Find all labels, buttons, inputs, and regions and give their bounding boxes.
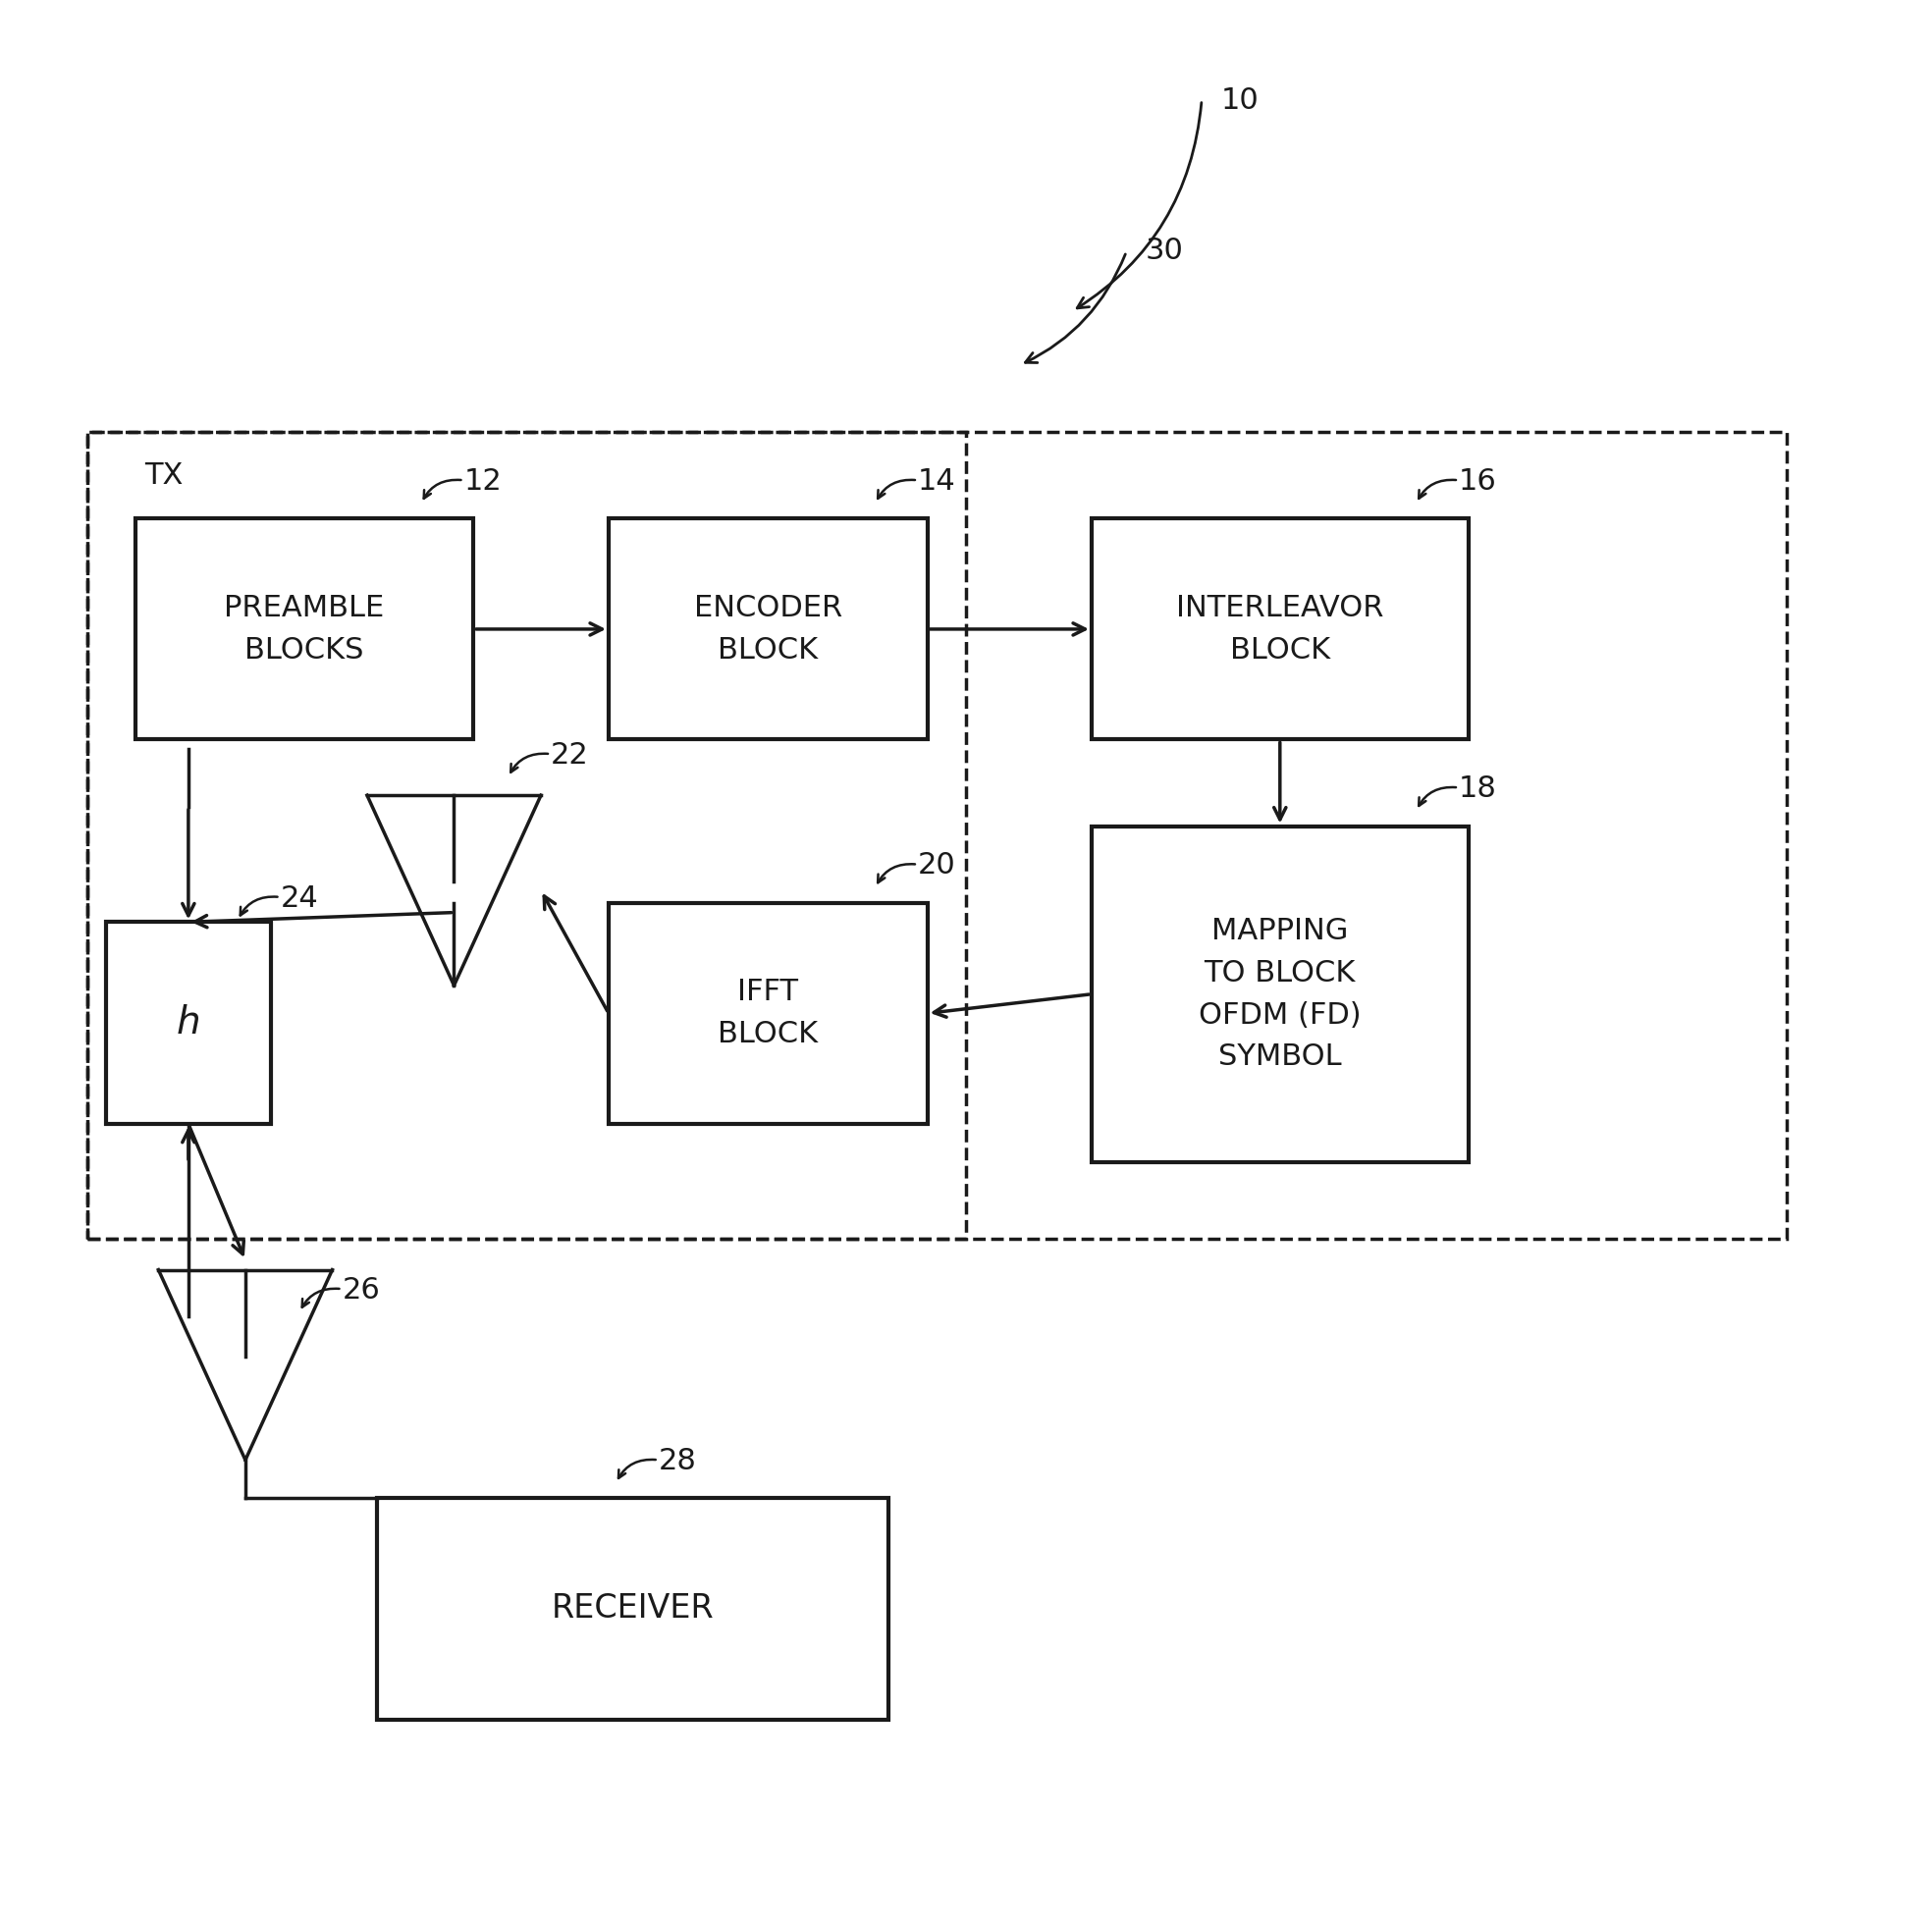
Text: 16: 16 — [1459, 467, 1497, 496]
Bar — [1092, 826, 1468, 1162]
Text: 30: 30 — [1146, 236, 1184, 265]
Text: 14: 14 — [918, 467, 956, 496]
Text: 18: 18 — [1459, 774, 1497, 803]
Bar — [377, 1498, 889, 1719]
Text: 12: 12 — [464, 467, 502, 496]
Text: INTERLEAVOR
BLOCK: INTERLEAVOR BLOCK — [1177, 594, 1383, 665]
Text: IFFT
BLOCK: IFFT BLOCK — [719, 978, 817, 1049]
Text: h: h — [176, 1005, 201, 1041]
Bar — [87, 432, 966, 1239]
Text: TX: TX — [145, 461, 184, 490]
Text: 22: 22 — [551, 742, 589, 770]
Bar — [609, 903, 927, 1124]
Bar — [106, 922, 270, 1124]
Text: ENCODER
BLOCK: ENCODER BLOCK — [694, 594, 842, 665]
Bar — [609, 519, 927, 740]
Text: 24: 24 — [280, 884, 319, 912]
Text: 26: 26 — [342, 1276, 381, 1304]
Text: 10: 10 — [1221, 86, 1260, 115]
Text: 20: 20 — [918, 851, 956, 880]
Bar — [87, 432, 1787, 1239]
Text: 28: 28 — [659, 1447, 697, 1475]
Text: RECEIVER: RECEIVER — [551, 1593, 715, 1625]
Text: MAPPING
TO BLOCK
OFDM (FD)
SYMBOL: MAPPING TO BLOCK OFDM (FD) SYMBOL — [1198, 916, 1362, 1072]
Text: PREAMBLE
BLOCKS: PREAMBLE BLOCKS — [224, 594, 384, 665]
Bar — [1092, 519, 1468, 740]
Bar — [135, 519, 473, 740]
